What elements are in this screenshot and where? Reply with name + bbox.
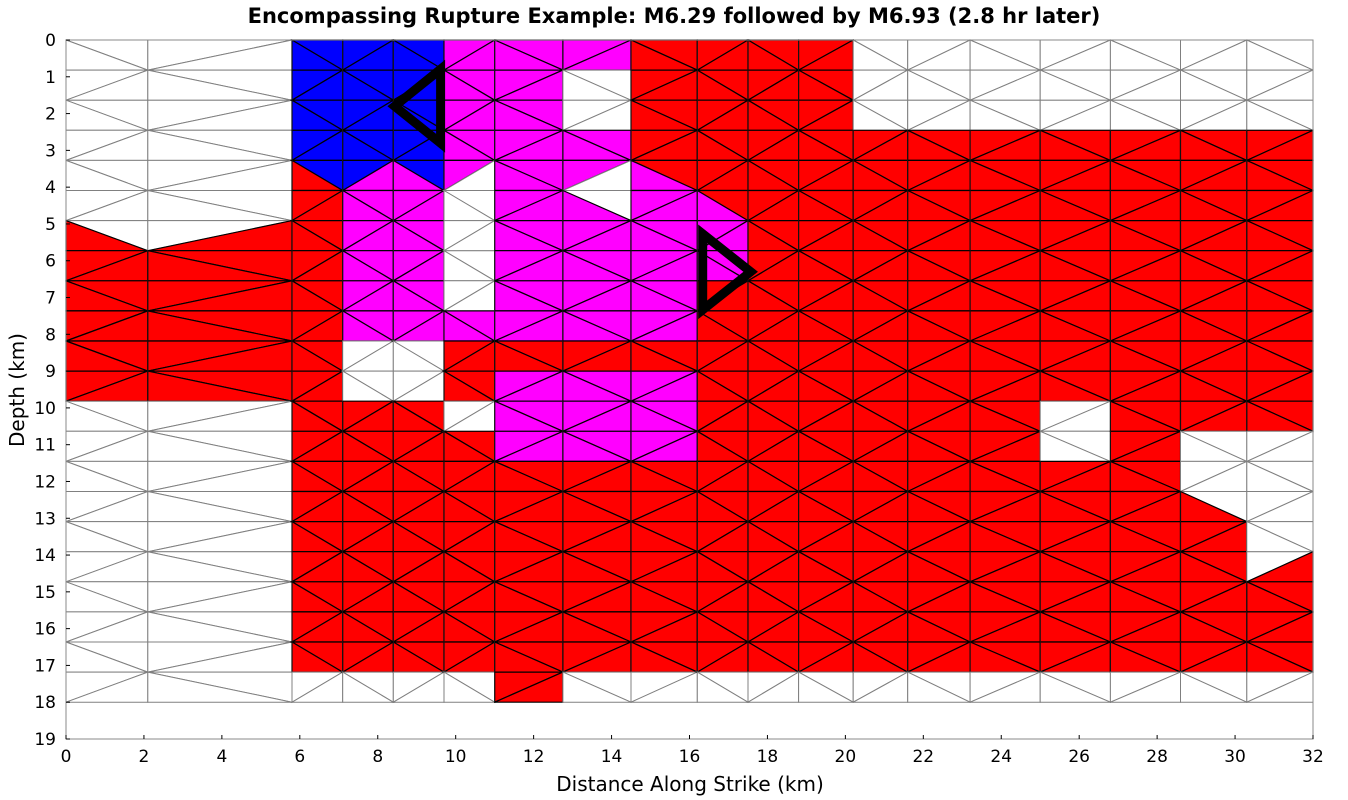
x-tick-label: 22 [912, 747, 934, 767]
hypocenter-markers [387, 59, 758, 320]
mesh-cell-unruptured [1039, 671, 1111, 703]
x-tick-label: 16 [679, 747, 701, 767]
y-tick-label: 10 [34, 399, 56, 419]
y-tick-label: 5 [45, 215, 56, 235]
y-tick-label: 16 [34, 620, 56, 640]
x-tick-label: 0 [61, 747, 72, 767]
x-tick-label: 24 [990, 747, 1012, 767]
x-axis-label: Distance Along Strike (km) [556, 772, 824, 796]
y-axis-label: Depth (km) [5, 333, 29, 447]
y-tick-label: 7 [45, 289, 56, 309]
mesh-cell-unruptured [798, 671, 854, 703]
mesh-cell-unruptured [696, 671, 750, 703]
chart-title: Encompassing Rupture Example: M6.29 foll… [248, 4, 1101, 28]
y-tick-label: 14 [34, 546, 56, 566]
mesh-cell-unruptured [1180, 671, 1248, 703]
y-tick-label: 12 [34, 472, 56, 492]
y-tick-label: 3 [45, 141, 56, 161]
x-tick-label: 30 [1224, 747, 1246, 767]
mesh-cells [65, 38, 1314, 704]
y-tick-label: 19 [34, 730, 56, 750]
x-axis-ticks: 0 2 4 6 8 10 12 14 16 18 20 22 24 26 28 30 32 [61, 735, 1324, 767]
x-tick-label: 20 [835, 747, 857, 767]
y-tick-label: 13 [34, 509, 56, 529]
y-tick-label: 8 [45, 325, 56, 345]
mesh-cell-unruptured [147, 671, 293, 703]
mesh-cell-unruptured [342, 671, 396, 703]
x-tick-label: 4 [216, 747, 227, 767]
hypocenter-marker-2 [698, 224, 758, 320]
y-tick-label: 18 [34, 693, 56, 713]
y-tick-label: 2 [45, 105, 56, 125]
mesh-cell-unruptured [907, 671, 971, 703]
y-tick-label: 4 [45, 178, 56, 198]
x-tick-label: 26 [1068, 747, 1090, 767]
x-tick-label: 32 [1302, 747, 1324, 767]
x-tick-label: 14 [601, 747, 623, 767]
x-tick-label: 8 [372, 747, 383, 767]
mesh-cell-unruptured [443, 671, 497, 703]
x-tick-label: 28 [1146, 747, 1168, 767]
y-tick-label: 0 [45, 31, 56, 51]
y-tick-label: 1 [45, 68, 56, 88]
y-tick-label: 6 [45, 252, 56, 272]
x-tick-label: 18 [757, 747, 779, 767]
x-tick-label: 10 [445, 747, 467, 767]
y-tick-label: 11 [34, 436, 56, 456]
y-tick-label: 17 [34, 656, 56, 676]
y-tick-label: 9 [45, 362, 56, 382]
x-tick-label: 6 [294, 747, 305, 767]
mesh-cell-unruptured [562, 671, 632, 703]
x-tick-label: 12 [523, 747, 545, 767]
hypocenter-marker-1 [387, 59, 446, 153]
x-tick-label: 2 [139, 747, 150, 767]
y-tick-label: 15 [34, 583, 56, 603]
